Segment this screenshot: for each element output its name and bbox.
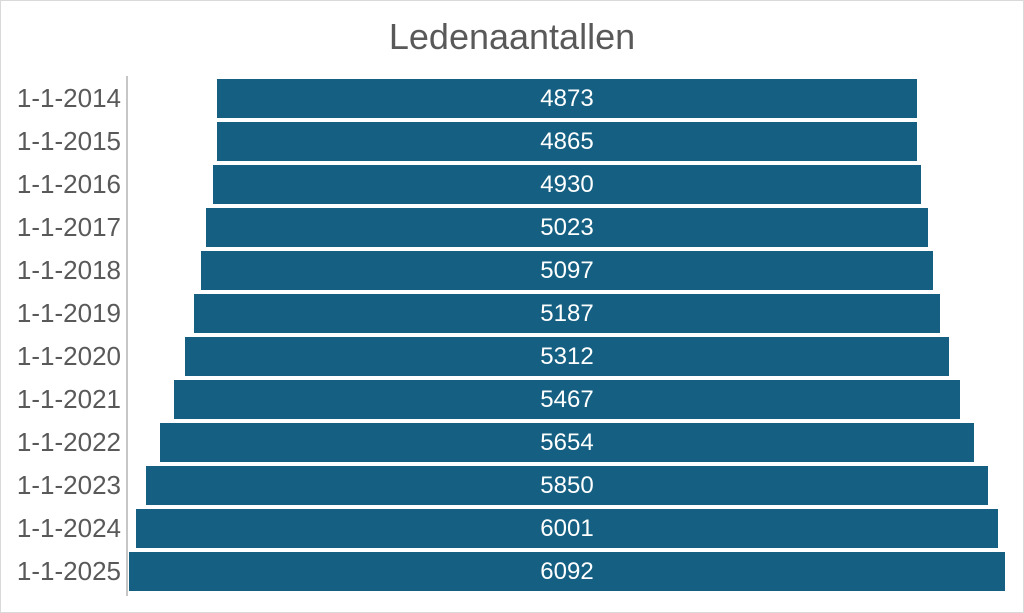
bar-value-label: 4930: [540, 170, 594, 198]
bar-value-label: 4873: [540, 84, 594, 112]
y-axis-label: 1-1-2016: [16, 169, 121, 199]
bar-track: 5312: [129, 337, 1005, 376]
bar-track: 5654: [129, 423, 1005, 462]
y-axis-label: 1-1-2023: [16, 470, 121, 500]
bar-row: 1-1-2018 5097: [1, 249, 1023, 292]
bar-track: 6092: [129, 552, 1005, 591]
y-axis-label: 1-1-2020: [16, 341, 121, 371]
bar: 4930: [212, 165, 922, 204]
y-axis-label: 1-1-2019: [16, 298, 121, 328]
bar-row: 1-1-2023 5850: [1, 464, 1023, 507]
bar-row: 1-1-2019 5187: [1, 292, 1023, 335]
bar-rows: 1-1-2014 4873 1-1-2015 4865 1-1-2016 4930 1-1-…: [1, 77, 1023, 593]
bar-row: 1-1-2016 4930: [1, 163, 1023, 206]
bar: 5654: [160, 423, 974, 462]
bar: 4873: [216, 79, 918, 118]
bar: 5850: [146, 466, 988, 505]
bar-value-label: 4865: [540, 127, 594, 155]
bar-row: 1-1-2021 5467: [1, 378, 1023, 421]
bar-value-label: 5312: [540, 342, 594, 370]
bar-track: 4930: [129, 165, 1005, 204]
bar-row: 1-1-2014 4873: [1, 77, 1023, 120]
bar-track: 4873: [129, 79, 1005, 118]
bar-track: 5850: [129, 466, 1005, 505]
y-axis-label: 1-1-2014: [16, 83, 121, 113]
y-axis-label: 1-1-2022: [16, 427, 121, 457]
bar: 5467: [173, 380, 961, 419]
bar-track: 5023: [129, 208, 1005, 247]
y-axis-label: 1-1-2025: [16, 556, 121, 586]
bar: 5023: [205, 208, 929, 247]
y-axis-label: 1-1-2024: [16, 513, 121, 543]
bar-value-label: 6092: [540, 557, 594, 585]
bar-row: 1-1-2017 5023: [1, 206, 1023, 249]
bar-row: 1-1-2025 6092: [1, 550, 1023, 593]
bar-track: 5467: [129, 380, 1005, 419]
bar-value-label: 5467: [540, 385, 594, 413]
bar: 5312: [185, 337, 949, 376]
y-axis-label: 1-1-2017: [16, 212, 121, 242]
y-axis-label: 1-1-2015: [16, 126, 121, 156]
bar-value-label: 5654: [540, 428, 594, 456]
bar: 6092: [129, 552, 1005, 591]
bar-track: 5097: [129, 251, 1005, 290]
y-axis-line: [126, 76, 128, 596]
bar: 5097: [200, 251, 934, 290]
bar-value-label: 5187: [540, 299, 594, 327]
bar-row: 1-1-2024 6001: [1, 507, 1023, 550]
bar-value-label: 5023: [540, 213, 594, 241]
bar-row: 1-1-2015 4865: [1, 120, 1023, 163]
bar-row: 1-1-2022 5654: [1, 421, 1023, 464]
bar-track: 6001: [129, 509, 1005, 548]
bar-value-label: 5850: [540, 471, 594, 499]
bar: 4865: [217, 122, 917, 161]
bar-value-label: 6001: [540, 514, 594, 542]
y-axis-label: 1-1-2021: [16, 384, 121, 414]
bar-value-label: 5097: [540, 256, 594, 284]
bar-row: 1-1-2020 5312: [1, 335, 1023, 378]
bar: 5187: [194, 294, 940, 333]
chart-title: Ledenaantallen: [388, 16, 636, 57]
bar: 6001: [135, 509, 999, 548]
bar-track: 4865: [129, 122, 1005, 161]
bar-track: 5187: [129, 294, 1005, 333]
y-axis-label: 1-1-2018: [16, 255, 121, 285]
